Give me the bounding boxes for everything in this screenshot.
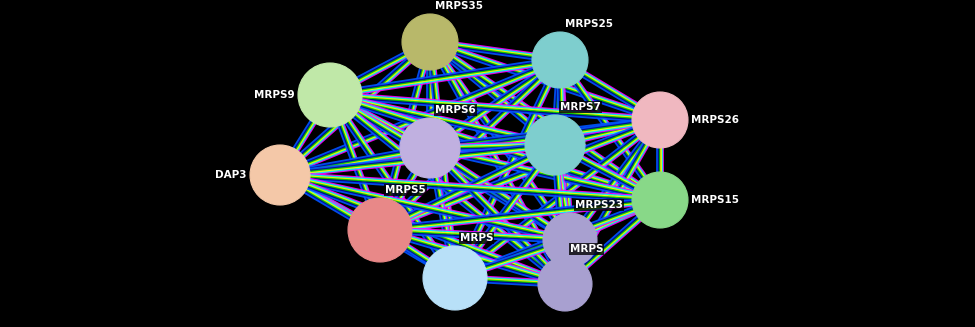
Text: MRPS9: MRPS9 — [254, 90, 295, 100]
Text: MRPS: MRPS — [460, 233, 493, 243]
Circle shape — [298, 63, 362, 127]
Text: MRPS26: MRPS26 — [691, 115, 739, 125]
Circle shape — [538, 257, 592, 311]
Text: DAP3: DAP3 — [215, 170, 247, 180]
Text: MRPS25: MRPS25 — [565, 19, 613, 29]
Circle shape — [632, 172, 688, 228]
Circle shape — [348, 198, 412, 262]
Circle shape — [543, 213, 597, 267]
Text: MRPS7: MRPS7 — [560, 102, 601, 112]
Text: MRPS35: MRPS35 — [435, 1, 483, 11]
Circle shape — [525, 115, 585, 175]
Circle shape — [250, 145, 310, 205]
Text: MRPS5: MRPS5 — [385, 185, 426, 195]
Text: MRPS: MRPS — [570, 244, 604, 254]
Text: MRPS23: MRPS23 — [575, 200, 623, 210]
Text: MRPS6: MRPS6 — [435, 105, 476, 115]
Circle shape — [402, 14, 458, 70]
Circle shape — [632, 92, 688, 148]
Circle shape — [400, 118, 460, 178]
Circle shape — [423, 246, 487, 310]
Text: MRPS15: MRPS15 — [691, 195, 739, 205]
Circle shape — [532, 32, 588, 88]
